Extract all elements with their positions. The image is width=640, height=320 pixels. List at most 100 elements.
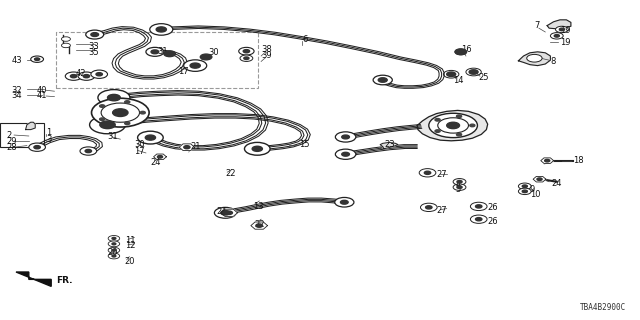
Text: 31: 31 <box>157 47 168 56</box>
Circle shape <box>438 118 468 133</box>
Text: 22: 22 <box>225 169 236 178</box>
Circle shape <box>112 237 116 239</box>
Text: 12: 12 <box>125 241 135 250</box>
Circle shape <box>101 103 140 122</box>
Text: 35: 35 <box>88 48 99 57</box>
Text: 22: 22 <box>255 220 265 229</box>
Polygon shape <box>179 144 195 150</box>
Circle shape <box>112 255 116 257</box>
Circle shape <box>419 169 436 177</box>
Circle shape <box>91 33 99 36</box>
Text: 30: 30 <box>134 140 145 149</box>
Circle shape <box>140 111 145 114</box>
Text: 8: 8 <box>550 57 556 66</box>
Text: 26: 26 <box>488 217 499 226</box>
Polygon shape <box>221 209 237 216</box>
Text: 23: 23 <box>384 140 395 149</box>
Circle shape <box>70 75 77 78</box>
Polygon shape <box>533 176 546 182</box>
Circle shape <box>150 24 173 35</box>
Circle shape <box>113 109 128 116</box>
Text: 41: 41 <box>37 92 47 100</box>
Circle shape <box>184 60 207 71</box>
Circle shape <box>151 50 159 54</box>
Text: 39: 39 <box>261 52 272 60</box>
Circle shape <box>108 241 120 247</box>
Circle shape <box>221 211 230 215</box>
Circle shape <box>435 118 440 121</box>
Circle shape <box>226 211 232 214</box>
Circle shape <box>426 206 432 209</box>
Text: 16: 16 <box>461 45 472 54</box>
Circle shape <box>435 130 440 132</box>
Circle shape <box>559 28 564 31</box>
Circle shape <box>476 205 482 208</box>
Polygon shape <box>518 52 550 66</box>
Circle shape <box>80 147 97 155</box>
Circle shape <box>112 249 116 251</box>
Text: TBA4B2900C: TBA4B2900C <box>580 303 626 312</box>
Circle shape <box>457 180 462 183</box>
Text: 13: 13 <box>253 202 264 211</box>
Circle shape <box>335 197 354 207</box>
Circle shape <box>243 50 250 53</box>
Circle shape <box>424 171 431 174</box>
Text: 17: 17 <box>178 67 189 76</box>
Circle shape <box>145 135 156 140</box>
Circle shape <box>518 188 531 195</box>
Circle shape <box>420 203 437 212</box>
Circle shape <box>108 247 120 253</box>
Circle shape <box>156 27 166 32</box>
Circle shape <box>470 202 487 211</box>
Circle shape <box>92 98 149 127</box>
Text: 21: 21 <box>191 142 201 151</box>
Circle shape <box>476 218 482 221</box>
Circle shape <box>554 35 559 37</box>
Circle shape <box>455 49 467 55</box>
Text: 43: 43 <box>12 56 22 65</box>
Circle shape <box>200 54 212 60</box>
Circle shape <box>34 146 40 149</box>
Circle shape <box>125 101 130 103</box>
Circle shape <box>83 75 90 78</box>
Text: 14: 14 <box>453 76 463 85</box>
Circle shape <box>335 132 356 142</box>
Circle shape <box>537 178 542 180</box>
Circle shape <box>252 146 262 151</box>
Circle shape <box>447 122 460 129</box>
Text: 29: 29 <box>6 137 17 146</box>
Text: 27: 27 <box>436 206 447 215</box>
Text: 6: 6 <box>302 35 307 44</box>
Circle shape <box>86 30 104 39</box>
Circle shape <box>214 207 236 218</box>
Text: 18: 18 <box>573 156 584 165</box>
Text: 32: 32 <box>12 86 22 95</box>
Circle shape <box>545 159 550 162</box>
Polygon shape <box>417 110 488 141</box>
Circle shape <box>239 47 254 55</box>
Circle shape <box>342 135 349 139</box>
Circle shape <box>96 73 102 76</box>
Circle shape <box>31 56 44 62</box>
Circle shape <box>340 200 348 204</box>
Circle shape <box>457 186 462 188</box>
Text: 3: 3 <box>46 135 51 144</box>
Circle shape <box>108 236 120 241</box>
Text: 10: 10 <box>530 190 540 199</box>
Circle shape <box>453 184 466 190</box>
Polygon shape <box>380 142 398 149</box>
Text: 27: 27 <box>436 170 447 179</box>
Text: 19: 19 <box>560 26 570 35</box>
Text: 1: 1 <box>46 128 51 137</box>
Circle shape <box>91 70 108 78</box>
Circle shape <box>146 47 164 56</box>
Text: 2: 2 <box>6 131 12 140</box>
Circle shape <box>108 253 120 259</box>
Circle shape <box>98 90 130 106</box>
Circle shape <box>78 72 95 80</box>
Circle shape <box>164 51 175 57</box>
Polygon shape <box>154 154 166 160</box>
Text: 19: 19 <box>560 38 570 47</box>
Text: 42: 42 <box>76 69 86 78</box>
Circle shape <box>522 190 527 193</box>
